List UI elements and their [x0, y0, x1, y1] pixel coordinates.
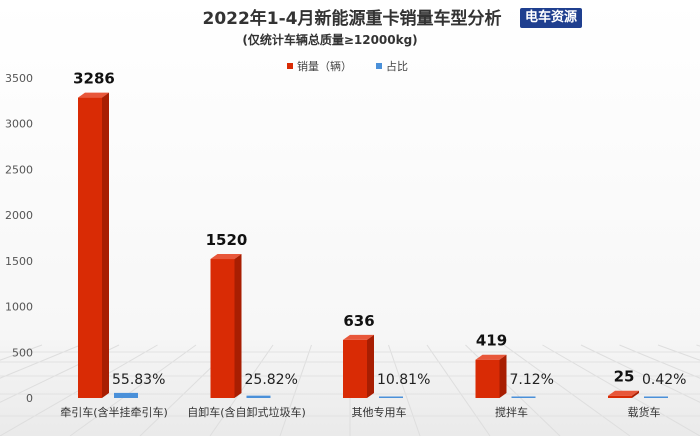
- share-data-label: 55.83%: [112, 372, 165, 388]
- bar-series: [78, 92, 668, 399]
- x-category-label: 其他专用车: [352, 405, 407, 419]
- sales-bar: [210, 259, 235, 398]
- chart-subtitle: (仅统计车辆总质量≥12000kg): [242, 32, 417, 47]
- legend-swatch-sales: [287, 63, 293, 69]
- share-bar: [114, 392, 138, 398]
- floor-grid-line: [69, 344, 197, 436]
- sales-data-label: 636: [343, 312, 374, 330]
- sales-data-label: 419: [476, 332, 507, 350]
- floor-grid-line: [542, 344, 700, 436]
- chart-legend: 销量（辆） 占比: [287, 59, 408, 73]
- data-labels: 3286 55.83% 1520 25.82% 636 10.81% 419 7.12% 25 0…: [73, 70, 686, 388]
- sales-bar-side: [367, 334, 374, 398]
- sales-bar-top: [475, 354, 507, 360]
- x-category-label: 自卸车(含自卸式垃圾车): [187, 405, 306, 419]
- y-tick-label: 1000: [5, 301, 33, 314]
- share-data-label: 0.42%: [642, 372, 686, 388]
- y-tick-label: 3500: [5, 72, 33, 85]
- y-tick-label: 3000: [5, 118, 33, 131]
- floor-grid-line: [279, 344, 312, 436]
- y-tick-label: 0: [26, 392, 33, 405]
- legend-label-share: 占比: [386, 59, 408, 73]
- sales-bar: [475, 359, 500, 398]
- sales-data-label: 3286: [73, 70, 115, 88]
- floor-grid-line: [0, 344, 81, 379]
- sales-bar-top: [210, 254, 242, 260]
- y-axis: 0 500 1000 1500 2000 2500 3000 3500: [5, 72, 33, 405]
- sales-bar-side: [234, 254, 242, 398]
- sales-bar-top: [78, 92, 109, 98]
- sales-bar: [343, 339, 367, 398]
- legend-swatch-share: [376, 63, 382, 69]
- sales-bar-side: [632, 390, 639, 398]
- share-bar: [246, 395, 271, 398]
- share-bar: [511, 396, 536, 398]
- share-data-label: 25.82%: [245, 372, 298, 388]
- sales-data-label: 25: [614, 368, 635, 386]
- floor-grid-line: [426, 344, 491, 436]
- sales-bar-side: [102, 92, 109, 399]
- sales-bar-side: [499, 354, 507, 398]
- y-tick-label: 2500: [5, 163, 33, 176]
- chart-title: 2022年1-4月新能源重卡销量车型分析: [202, 8, 501, 29]
- floor-grid-line: [580, 344, 700, 403]
- legend-label-sales: 销量（辆）: [297, 59, 352, 73]
- share-data-label: 7.12%: [510, 372, 554, 388]
- share-bar: [379, 396, 403, 398]
- x-category-label: 载货车: [628, 405, 661, 419]
- sales-data-label: 1520: [206, 231, 248, 249]
- sales-bar-top: [343, 334, 374, 340]
- floor-grid-line: [503, 344, 631, 436]
- sales-bar: [78, 97, 102, 399]
- x-axis: 牵引车(含半挂牵引车) 自卸车(含自卸式垃圾车) 其他专用车 搅拌车 载货车: [60, 405, 660, 419]
- share-data-label: 10.81%: [377, 372, 430, 388]
- x-category-label: 牵引车(含半挂牵引车): [60, 405, 168, 419]
- share-bar: [644, 396, 668, 398]
- brand-logo: 电车资源: [520, 8, 582, 28]
- sales-bar-top: [608, 390, 639, 396]
- floor-grid-line: [388, 344, 421, 436]
- floor-grid-line: [619, 344, 700, 379]
- y-tick-label: 2000: [5, 209, 33, 222]
- x-category-label: 搅拌车: [495, 405, 528, 419]
- sales-bar: [608, 395, 632, 398]
- y-tick-label: 500: [12, 346, 33, 359]
- y-tick-label: 1500: [5, 255, 33, 268]
